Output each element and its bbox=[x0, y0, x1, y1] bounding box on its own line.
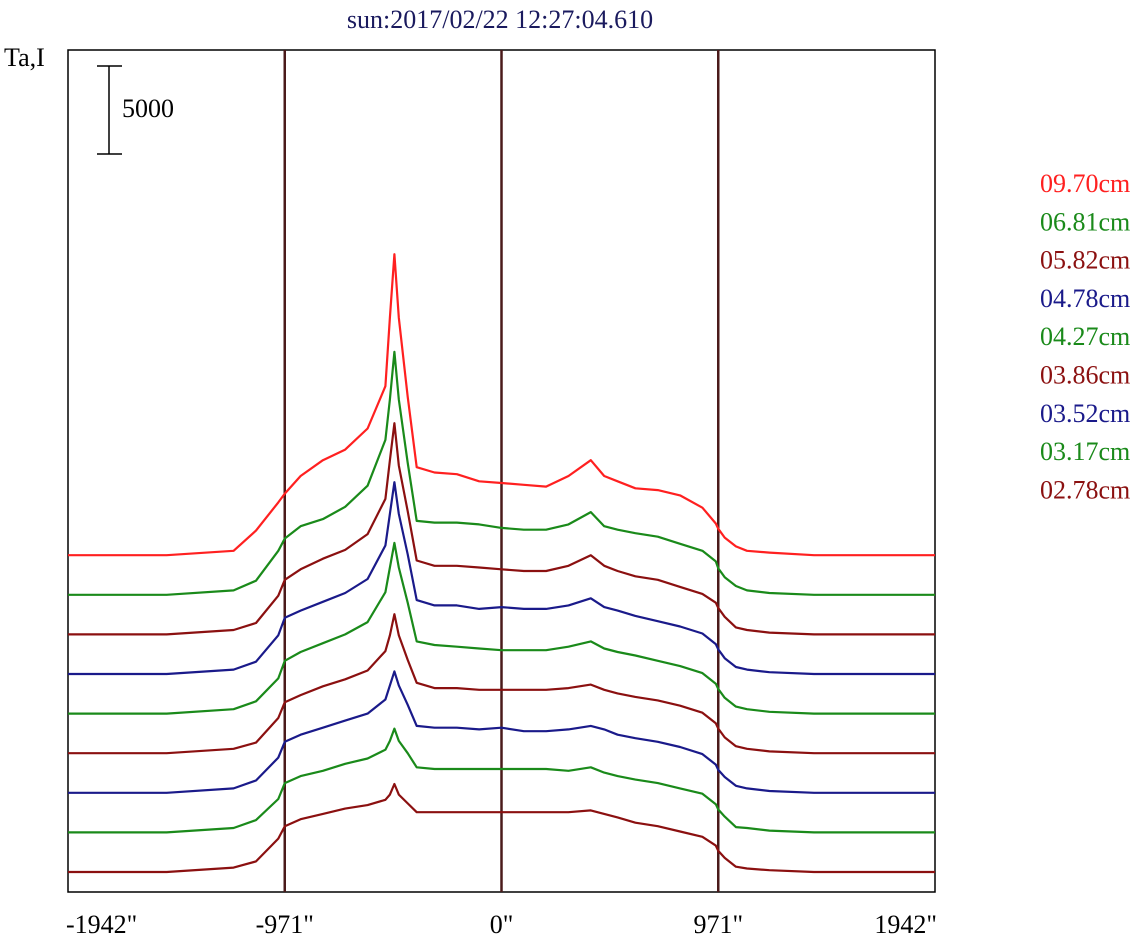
legend-entry: 03.52cm bbox=[1040, 399, 1130, 428]
legend: 09.70cm 06.81cm 05.82cm 04.78cm 04.27cm 03.86… bbox=[1040, 169, 1130, 504]
legend-entry: 04.27cm bbox=[1040, 322, 1130, 351]
x-tick-label: 1942" bbox=[874, 910, 937, 939]
legend-entry: 02.78cm bbox=[1040, 475, 1130, 504]
legend-entry: 03.17cm bbox=[1040, 437, 1130, 466]
legend-entry: 04.78cm bbox=[1040, 284, 1130, 313]
series-lines bbox=[68, 253, 935, 874]
chart-title: sun:2017/02/22 12:27:04.610 bbox=[347, 5, 653, 34]
x-tick-label: 0" bbox=[490, 910, 514, 939]
series-line-03.86cm bbox=[68, 613, 935, 755]
legend-entry: 06.81cm bbox=[1040, 207, 1130, 236]
legend-entry: 09.70cm bbox=[1040, 169, 1130, 198]
series-line-02.78cm bbox=[68, 782, 935, 874]
y-axis-label: Ta,I bbox=[4, 43, 45, 72]
series-line-05.82cm bbox=[68, 422, 935, 636]
scale-bar bbox=[97, 65, 122, 155]
scale-bar-label: 5000 bbox=[122, 94, 174, 123]
x-tick-label: -1942" bbox=[66, 910, 137, 939]
series-line-04.27cm bbox=[68, 541, 935, 715]
x-tick-labels: -1942" -971" 0" 971" 1942" bbox=[66, 910, 937, 939]
x-tick-label: -971" bbox=[256, 910, 314, 939]
legend-entry: 03.86cm bbox=[1040, 361, 1130, 390]
legend-entry: 05.82cm bbox=[1040, 246, 1130, 275]
series-line-04.78cm bbox=[68, 481, 935, 676]
vertical-reference-lines bbox=[283, 50, 720, 892]
x-tick-label: 971" bbox=[693, 910, 743, 939]
series-line-06.81cm bbox=[68, 350, 935, 596]
series-line-03.52cm bbox=[68, 670, 935, 794]
series-line-09.70cm bbox=[68, 253, 935, 557]
series-line-03.17cm bbox=[68, 727, 935, 834]
